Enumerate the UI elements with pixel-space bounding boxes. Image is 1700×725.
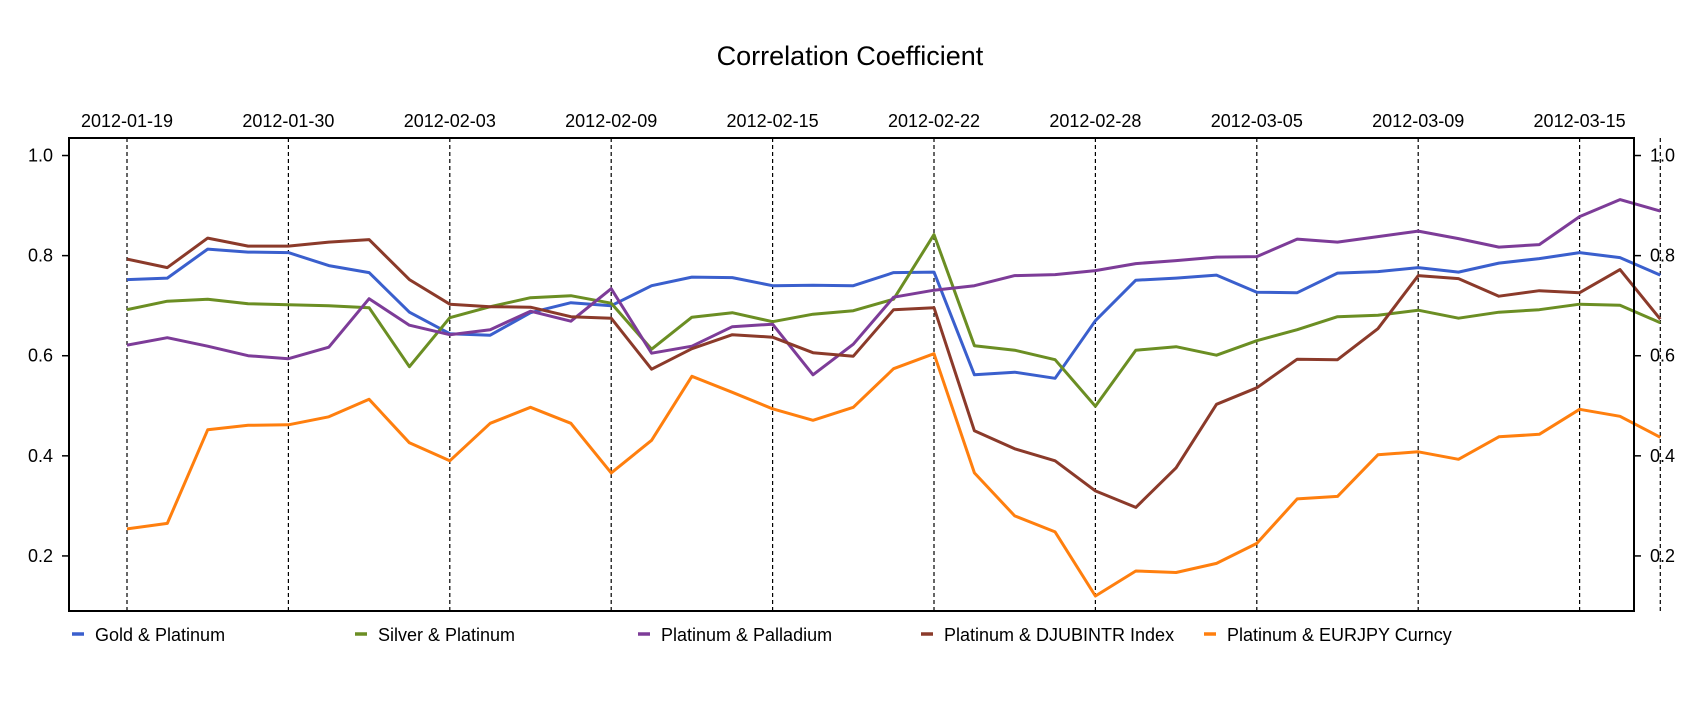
legend-label: Silver & Platinum [378, 625, 515, 645]
x-tick-label: 2012-03-09 [1372, 111, 1464, 131]
y-axis-left: 0.2 0.4 0.6 0.8 1.0 [28, 146, 69, 566]
x-tick-label: 2012-02-22 [888, 111, 980, 131]
y-tick-label-left: 1.0 [28, 146, 53, 166]
chart-title: Correlation Coefficient [717, 41, 984, 71]
y-tick-label-left: 0.8 [28, 246, 53, 266]
legend-label: Platinum & Palladium [661, 625, 832, 645]
series-line-1 [126, 247, 1661, 380]
series-lines [126, 198, 1662, 598]
y-tick-label-right: 1.0 [1650, 146, 1675, 166]
series-line-4 [126, 236, 1662, 509]
series-line-2 [126, 233, 1661, 408]
x-tick-label: 2012-01-19 [81, 111, 173, 131]
series-line-5 [126, 352, 1661, 598]
y-tick-label-left: 0.4 [28, 446, 53, 466]
x-tick-label: 2012-01-30 [242, 111, 334, 131]
vertical-grid-lines [126, 138, 1661, 611]
y-axis-right: 0.2 0.4 0.6 0.8 1.0 [1634, 146, 1675, 566]
legend-label: Gold & Platinum [95, 625, 225, 645]
x-axis-top: 2012-01-19 2012-01-30 2012-02-03 2012-02-09… [81, 111, 1626, 131]
legend: Gold & Platinum Silver & Platinum Platinum… [72, 625, 1452, 645]
y-tick-label-right: 0.6 [1650, 346, 1675, 366]
x-tick-label: 2012-03-05 [1211, 111, 1303, 131]
y-tick-label-left: 0.6 [28, 346, 53, 366]
x-tick-label: 2012-02-15 [727, 111, 819, 131]
y-tick-label-right: 0.4 [1650, 446, 1675, 466]
legend-label: Platinum & EURJPY Curncy [1227, 625, 1452, 645]
y-tick-label-right: 0.2 [1650, 546, 1675, 566]
series-line-3 [126, 198, 1661, 377]
legend-label: Platinum & DJUBINTR Index [944, 625, 1174, 645]
x-tick-label: 2012-03-15 [1534, 111, 1626, 131]
x-tick-label: 2012-02-03 [404, 111, 496, 131]
plot-frame [68, 137, 1635, 612]
x-tick-label: 2012-02-28 [1049, 111, 1141, 131]
y-tick-label-right: 0.8 [1650, 246, 1675, 266]
x-tick-label: 2012-02-09 [565, 111, 657, 131]
y-tick-label-left: 0.2 [28, 546, 53, 566]
